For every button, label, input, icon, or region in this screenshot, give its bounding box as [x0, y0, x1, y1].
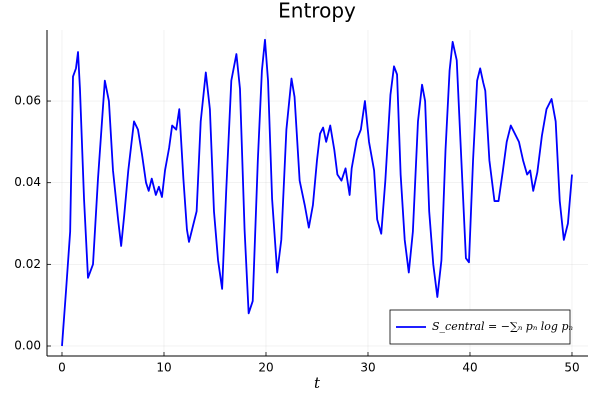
y-tick-label: 0.06	[14, 94, 41, 108]
x-tick-label: 0	[58, 361, 66, 375]
x-tick-label: 30	[360, 361, 375, 375]
x-tick-label: 20	[258, 361, 273, 375]
x-axis-label: t	[314, 374, 321, 392]
x-tick-label: 50	[564, 361, 579, 375]
y-tick-label: 0.04	[14, 175, 41, 189]
x-tick-label: 10	[156, 361, 171, 375]
y-tick-label: 0.02	[14, 257, 41, 271]
legend-label: S_central = −∑ₙ pₙ log pₙ	[432, 320, 573, 333]
line	[61, 38, 573, 347]
x-tick-label: 40	[462, 361, 477, 375]
y-tick-label: 0.00	[14, 338, 41, 352]
chart-title: Entropy	[278, 0, 356, 23]
